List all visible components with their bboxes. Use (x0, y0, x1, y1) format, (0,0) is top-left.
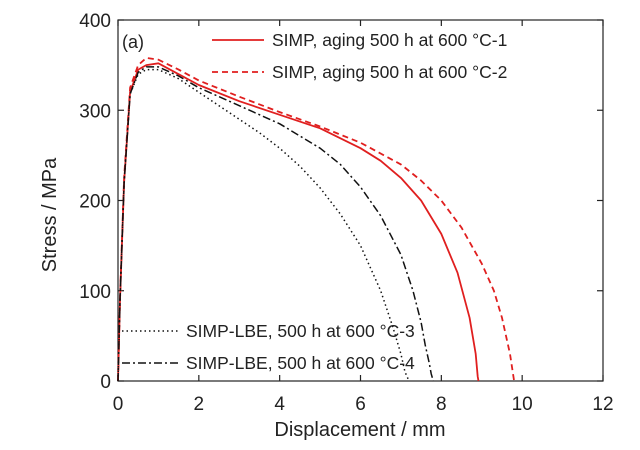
legend-label-3: SIMP-LBE, 500 h at 600 °C-3 (186, 321, 415, 341)
data-series (117, 57, 515, 382)
x-tick-label-5: 10 (512, 394, 533, 415)
series-line-3 (117, 68, 410, 382)
y-tick-label-1: 100 (79, 282, 111, 303)
x-axis-label: Displacement / mm (274, 419, 445, 441)
legend-label-4: SIMP-LBE, 500 h at 600 °C-4 (186, 353, 415, 373)
legend-upper: SIMP, aging 500 h at 600 °C-1 SIMP, aging… (212, 30, 507, 82)
x-tick-label-6: 12 (592, 394, 613, 415)
panel-label: (a) (122, 32, 144, 52)
series-line-2 (117, 57, 515, 382)
x-tick-label-0: 0 (113, 394, 124, 415)
y-axis-label: Stress / MPa (39, 157, 61, 272)
x-tick-label-1: 2 (194, 394, 205, 415)
y-tick-label-0: 0 (100, 372, 111, 393)
series-line-1 (117, 62, 480, 382)
x-tick-label-3: 6 (355, 394, 366, 415)
y-tick-label-4: 400 (79, 11, 111, 32)
x-tick-label-2: 4 (274, 394, 285, 415)
axis-ticks (117, 19, 604, 382)
legend-lower: SIMP-LBE, 500 h at 600 °C-3 SIMP-LBE, 500… (122, 321, 415, 373)
axis-tick-labels: 0 2 4 6 8 10 12 0 100 200 300 400 (79, 11, 613, 415)
x-tick-label-4: 8 (436, 394, 447, 415)
y-tick-label-3: 300 (79, 101, 111, 122)
y-tick-label-2: 200 (79, 192, 111, 213)
legend-label-2: SIMP, aging 500 h at 600 °C-2 (272, 62, 507, 82)
legend-label-1: SIMP, aging 500 h at 600 °C-1 (272, 30, 507, 50)
